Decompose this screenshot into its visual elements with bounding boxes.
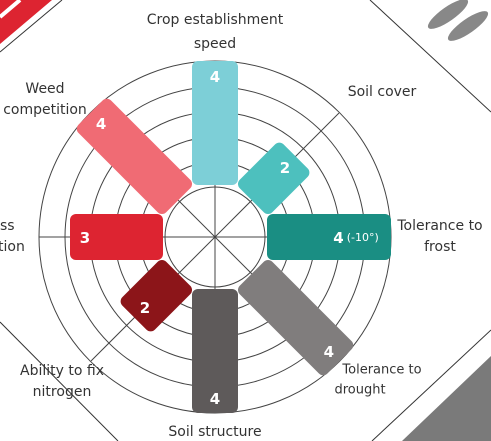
category-label: Tolerance to	[341, 363, 421, 378]
value-text: 4	[324, 342, 334, 360]
value-label: 4	[210, 390, 220, 408]
corner-decoration	[0, 0, 52, 44]
category-label: Crop establishment	[147, 12, 284, 28]
category-label: frost	[424, 239, 456, 255]
category-label: Tolerance to	[396, 218, 482, 234]
carrot-icons	[424, 0, 491, 45]
value-label: 3	[80, 229, 90, 247]
value-text: 4	[333, 229, 343, 247]
category-label: drought	[334, 383, 385, 398]
value-label: 2	[280, 158, 290, 176]
value-label: 4	[324, 342, 334, 360]
category-label: Soil structure	[168, 424, 261, 440]
category-label: nitrogen	[33, 384, 92, 400]
value-text: 2	[280, 158, 290, 176]
category-label: Soil cover	[348, 84, 417, 100]
category-label: speed	[194, 36, 236, 52]
value-label: 4	[210, 68, 220, 86]
bar-group	[236, 258, 356, 378]
value-label: 4 (-10°)	[333, 229, 379, 247]
bar	[74, 96, 194, 216]
category-label: competition	[3, 102, 87, 118]
value-note: (-10°)	[347, 231, 379, 244]
category-label: ss	[0, 218, 15, 234]
value-label: 4	[96, 115, 106, 133]
bar-group	[74, 96, 194, 216]
value-text: 4	[210, 390, 220, 408]
value-text: 4	[96, 115, 106, 133]
value-text: 4	[210, 68, 220, 86]
frame-line	[0, 322, 118, 441]
value-label: 2	[140, 299, 150, 317]
chart: 4 Crop establishment speed 2 Soil cover 4 (-10…	[0, 0, 491, 441]
bar	[236, 258, 356, 378]
category-label: tion	[0, 239, 25, 255]
value-text: 2	[140, 299, 150, 317]
category-label: Ability to fix	[20, 363, 104, 379]
category-label: Weed	[25, 81, 64, 97]
value-text: 3	[80, 229, 90, 247]
